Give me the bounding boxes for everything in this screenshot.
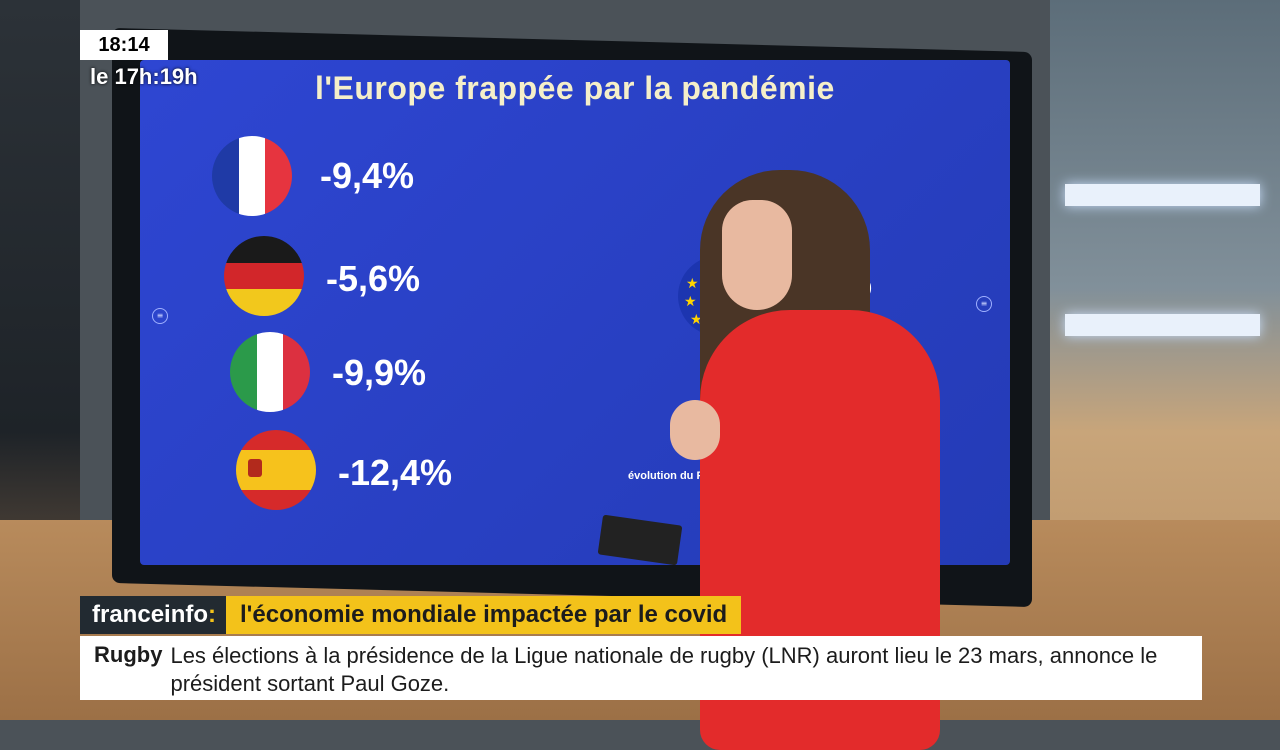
lower-third: franceinfo: l'économie mondiale impactée… <box>80 596 742 634</box>
screen-nav-right-icon[interactable]: ≡ <box>976 296 992 312</box>
ticker-text: Les élections à la présidence de la Ligu… <box>170 643 1158 696</box>
headline: l'économie mondiale impactée par le covi… <box>226 596 742 634</box>
channel-brand-name: franceinfo <box>92 601 209 628</box>
next-program-label: le 17h:19h <box>90 64 198 89</box>
studio-light-shelf <box>1065 184 1260 206</box>
germany-flag-icon <box>224 236 304 316</box>
spain-flag-icon <box>236 430 316 510</box>
studio-light-shelf <box>1065 314 1260 336</box>
screen-title: l'Europe frappée par la pandémie <box>315 70 835 106</box>
france-change: -9,4% <box>320 155 415 196</box>
screen-nav-left-icon[interactable]: ≡ <box>152 308 168 324</box>
channel-brand: franceinfo: <box>80 596 227 634</box>
spain-change: -12,4% <box>338 452 453 493</box>
news-ticker: Rugby Les élections à la présidence de l… <box>80 636 1202 700</box>
ticker-category: Rugby <box>94 642 163 667</box>
italy-change: -9,9% <box>332 352 427 393</box>
france-flag-icon <box>212 136 292 216</box>
germany-change: -5,6% <box>326 258 421 299</box>
channel-brand-colon: : <box>208 601 217 628</box>
presenter-hand <box>670 400 720 460</box>
presenter-face <box>722 200 792 310</box>
clock: 18:14 <box>80 30 168 60</box>
screen-caption: évolution du PIB <box>628 470 715 482</box>
italy-flag-icon <box>230 332 310 412</box>
